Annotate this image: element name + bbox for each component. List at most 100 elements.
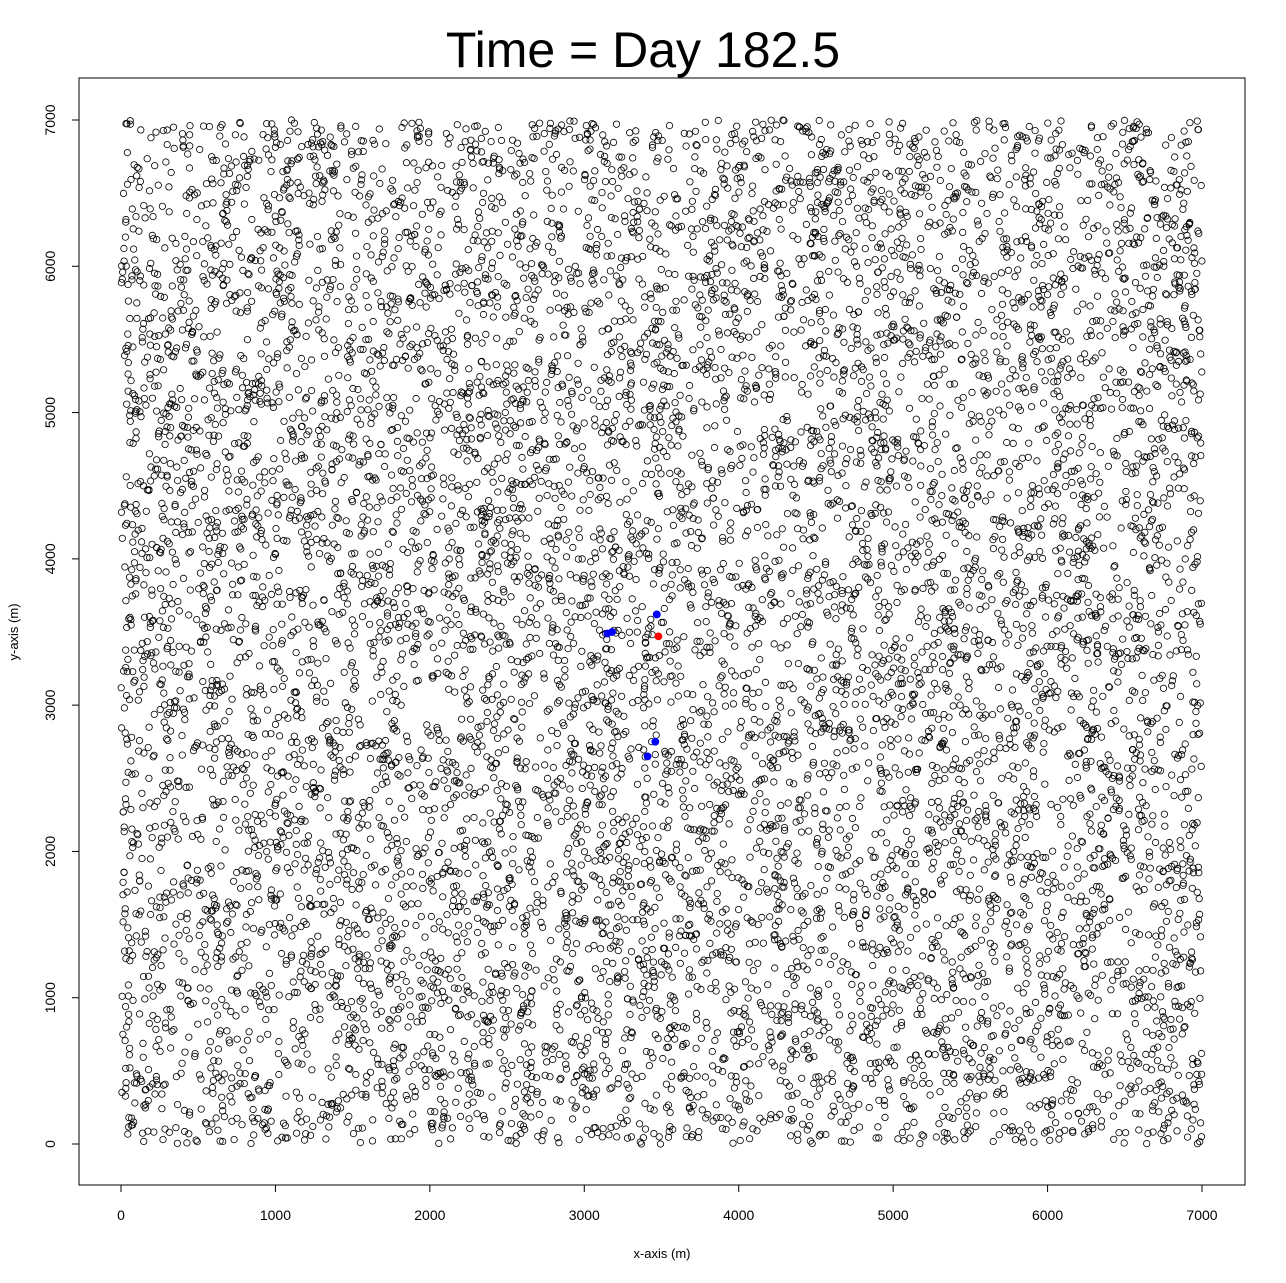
scatter-point [400, 682, 408, 691]
scatter-point [534, 834, 542, 842]
scatter-point [369, 1048, 378, 1057]
scatter-point [365, 803, 373, 811]
scatter-point [615, 374, 624, 382]
scatter-point [1135, 805, 1143, 813]
scatter-point [298, 454, 306, 463]
scatter-point [1032, 998, 1040, 1007]
scatter-point [868, 234, 876, 242]
scatter-point [1078, 574, 1086, 582]
scatter-point [696, 866, 704, 874]
scatter-point [930, 994, 938, 1003]
scatter-point [746, 296, 754, 305]
scatter-point [1142, 1028, 1151, 1036]
scatter-point [215, 1030, 224, 1038]
scatter-point [862, 520, 871, 528]
scatter-point [690, 404, 698, 413]
scatter-point [553, 521, 561, 530]
scatter-point [415, 961, 423, 970]
scatter-point [967, 350, 975, 358]
scatter-point [355, 950, 363, 958]
scatter-point [206, 593, 214, 601]
scatter-point [909, 457, 917, 465]
scatter-point [577, 994, 586, 1002]
scatter-point [129, 389, 137, 398]
scatter-point [589, 177, 598, 185]
scatter-point [773, 718, 781, 726]
scatter-point [807, 518, 816, 527]
scatter-point [398, 970, 406, 979]
scatter-point [728, 856, 736, 864]
scatter-point [850, 907, 858, 916]
scatter-point [385, 403, 393, 411]
scatter-point [453, 768, 461, 777]
scatter-point [262, 338, 271, 346]
scatter-point [771, 964, 779, 972]
scatter-point [178, 396, 186, 404]
scatter-point [702, 603, 710, 611]
scatter-point [626, 390, 634, 398]
scatter-point [323, 276, 331, 284]
scatter-point [949, 215, 957, 223]
scatter-point [660, 919, 668, 927]
scatter-point [1150, 765, 1158, 773]
scatter-point [210, 389, 219, 397]
scatter-point [1094, 393, 1102, 402]
scatter-point [1047, 219, 1055, 227]
scatter-point [819, 788, 828, 796]
scatter-point [395, 861, 403, 869]
scatter-point [635, 226, 644, 235]
scatter-point [755, 1092, 763, 1100]
scatter-point [347, 147, 356, 155]
scatter-point [696, 739, 704, 747]
scatter-point [1089, 317, 1097, 326]
scatter-point [947, 281, 955, 289]
scatter-point [675, 334, 683, 342]
scatter-point [129, 343, 137, 351]
scatter-point [421, 245, 429, 253]
scatter-point [316, 245, 324, 253]
scatter-point [841, 411, 850, 419]
scatter-point [776, 1077, 784, 1085]
scatter-point [1054, 440, 1062, 448]
scatter-point [1000, 553, 1008, 561]
scatter-point [1110, 667, 1118, 675]
scatter-point [772, 453, 780, 461]
scatter-point [642, 639, 650, 647]
scatter-point [940, 569, 948, 578]
scatter-point [210, 357, 218, 365]
scatter-point [873, 283, 881, 291]
scatter-point [1194, 600, 1203, 608]
scatter-point [1067, 1085, 1075, 1094]
scatter-point [1175, 1002, 1183, 1011]
scatter-point [167, 518, 175, 526]
scatter-point [975, 412, 983, 420]
scatter-point [925, 395, 933, 403]
scatter-point [157, 292, 165, 300]
scatter-point [1188, 379, 1196, 387]
scatter-point [591, 554, 600, 562]
scatter-point [721, 310, 730, 319]
scatter-point [141, 1104, 149, 1112]
scatter-point [1074, 170, 1082, 178]
scatter-point [177, 276, 185, 284]
scatter-point [920, 319, 928, 327]
scatter-point [873, 1017, 881, 1025]
scatter-point [233, 393, 241, 401]
scatter-point [890, 1062, 899, 1070]
scatter-point [671, 859, 680, 867]
scatter-point [179, 979, 187, 987]
scatter-point [414, 640, 422, 649]
scatter-point [734, 1102, 742, 1110]
scatter-point [507, 896, 515, 904]
scatter-point [553, 987, 561, 995]
scatter-point [477, 134, 485, 142]
scatter-point [600, 276, 608, 284]
scatter-point [258, 319, 266, 327]
scatter-point [1022, 1005, 1030, 1013]
scatter-point [565, 402, 573, 410]
scatter-point [182, 474, 190, 482]
scatter-point [355, 878, 363, 886]
scatter-point [1127, 1090, 1135, 1098]
scatter-point [127, 376, 135, 385]
scatter-point [260, 194, 268, 202]
